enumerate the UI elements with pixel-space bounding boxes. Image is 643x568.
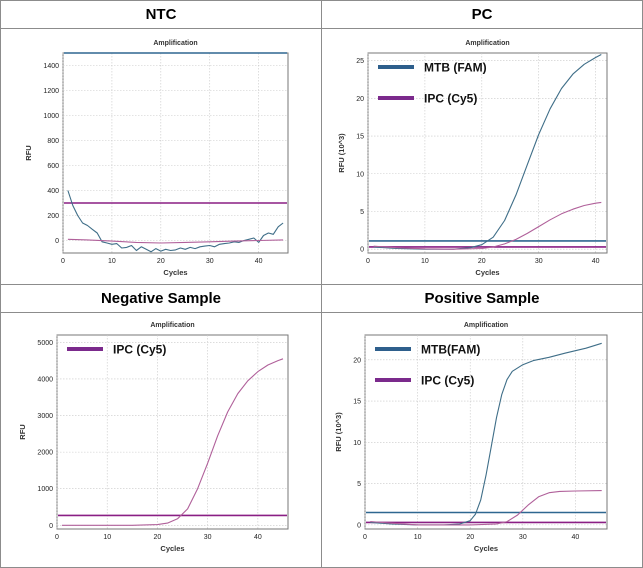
y-tick-label: 0 — [357, 522, 361, 529]
legend-label: IPC (Cy5) — [421, 374, 474, 388]
legend-swatch — [378, 96, 414, 100]
y-tick-label: 15 — [356, 134, 364, 141]
y-tick-label: 800 — [47, 138, 59, 145]
y-tick-label: 20 — [353, 357, 361, 364]
y-tick-label: 5 — [357, 481, 361, 488]
x-tick-label: 40 — [254, 534, 262, 541]
x-tick-label: 40 — [592, 258, 600, 265]
legend-swatch — [378, 65, 414, 69]
y-tick-label: 0 — [55, 238, 59, 245]
series-line — [370, 490, 602, 526]
y-tick-label: 1400 — [43, 63, 59, 70]
plot-area — [56, 334, 289, 530]
x-tick-label: 0 — [366, 258, 370, 265]
legend-label: IPC (Cy5) — [113, 343, 166, 357]
legend-label: IPC (Cy5) — [424, 92, 477, 106]
x-axis-label: Cycles — [475, 268, 499, 277]
legend-swatch — [375, 347, 411, 351]
panel-heading-positive: Positive Sample — [322, 285, 642, 313]
y-tick-label: 1200 — [43, 88, 59, 95]
chart-title: Amplification — [464, 322, 508, 329]
y-tick-label: 10 — [356, 171, 364, 178]
y-tick-label: 2000 — [37, 450, 53, 457]
panel-heading-ntc: NTC — [1, 1, 321, 29]
legend-swatch — [67, 347, 103, 351]
grid-lines — [56, 335, 288, 529]
x-tick-label: 0 — [55, 534, 59, 541]
x-tick-label: 20 — [466, 534, 474, 541]
chart-pc: Amplification 0 10 20 30 40 0 5 10 15 20 25 Cycles RF… — [337, 40, 608, 277]
x-tick-label: 10 — [103, 534, 111, 541]
panel-negative-sample: Negative Sample Amplification 0 10 20 30 40 0 1… — [0, 284, 322, 568]
y-tick-label: 20 — [356, 96, 364, 103]
x-axis-label: Cycles — [163, 268, 187, 277]
y-tick-label: 1000 — [43, 113, 59, 120]
x-tick-label: 20 — [154, 534, 162, 541]
chart-title: Amplification — [150, 322, 194, 329]
chart-title: Amplification — [465, 40, 509, 47]
y-tick-label: 3000 — [37, 413, 53, 420]
y-tick-label: 400 — [47, 188, 59, 195]
panel-heading-negative: Negative Sample — [1, 285, 321, 313]
series-line — [62, 358, 284, 526]
y-axis-label: RFU (10^3) — [334, 412, 343, 452]
panel-heading-pc: PC — [322, 1, 642, 29]
x-tick-label: 10 — [414, 534, 422, 541]
x-tick-label: 30 — [204, 534, 212, 541]
y-axis-label: RFU (10^3) — [337, 133, 346, 173]
series-line — [373, 201, 602, 250]
x-tick-label: 10 — [108, 258, 116, 265]
panel-pc: PC Amplification 0 10 20 30 40 0 5 10 15 20 25 Cycle… — [321, 0, 643, 285]
y-tick-label: 200 — [47, 213, 59, 220]
x-axis-label: Cycles — [474, 544, 498, 553]
y-tick-label: 0 — [360, 247, 364, 254]
x-axis-label: Cycles — [160, 544, 184, 553]
chart-negative-sample: Amplification 0 10 20 30 40 0 1000 2000 3000 4000 5… — [18, 322, 289, 553]
legend-swatch — [375, 378, 411, 382]
plot-area — [364, 334, 608, 530]
grid-lines — [62, 53, 288, 253]
x-tick-label: 0 — [363, 534, 367, 541]
y-tick-label: 25 — [356, 58, 364, 65]
y-tick-label: 600 — [47, 163, 59, 170]
series-line — [67, 238, 284, 244]
y-tick-label: 0 — [49, 523, 53, 530]
panel-positive-sample: Positive Sample Amplification 0 10 20 30 40 0 5… — [321, 284, 643, 568]
x-tick-label: 10 — [421, 258, 429, 265]
plot-area — [62, 52, 289, 254]
x-tick-label: 20 — [157, 258, 165, 265]
legend-label: MTB (FAM) — [424, 61, 487, 75]
panel-ntc: NTC Amplification 0 10 20 30 40 0 200 400 600 800 1… — [0, 0, 322, 285]
y-tick-label: 1000 — [37, 486, 53, 493]
x-tick-label: 30 — [519, 534, 527, 541]
x-tick-label: 20 — [478, 258, 486, 265]
x-tick-label: 30 — [535, 258, 543, 265]
y-tick-label: 5000 — [37, 340, 53, 347]
y-tick-label: 5 — [360, 209, 364, 216]
y-axis-label: RFU — [24, 145, 33, 160]
series-line — [67, 190, 284, 253]
chart-title: Amplification — [153, 40, 197, 47]
legend-label: MTB(FAM) — [421, 343, 480, 357]
x-tick-label: 30 — [206, 258, 214, 265]
x-tick-label: 0 — [61, 258, 65, 265]
y-tick-label: 10 — [353, 440, 361, 447]
y-tick-label: 4000 — [37, 376, 53, 383]
plot-area — [367, 52, 608, 254]
x-tick-label: 40 — [572, 534, 580, 541]
y-tick-label: 15 — [353, 399, 361, 406]
y-axis-label: RFU — [18, 424, 27, 439]
x-tick-label: 40 — [255, 258, 263, 265]
